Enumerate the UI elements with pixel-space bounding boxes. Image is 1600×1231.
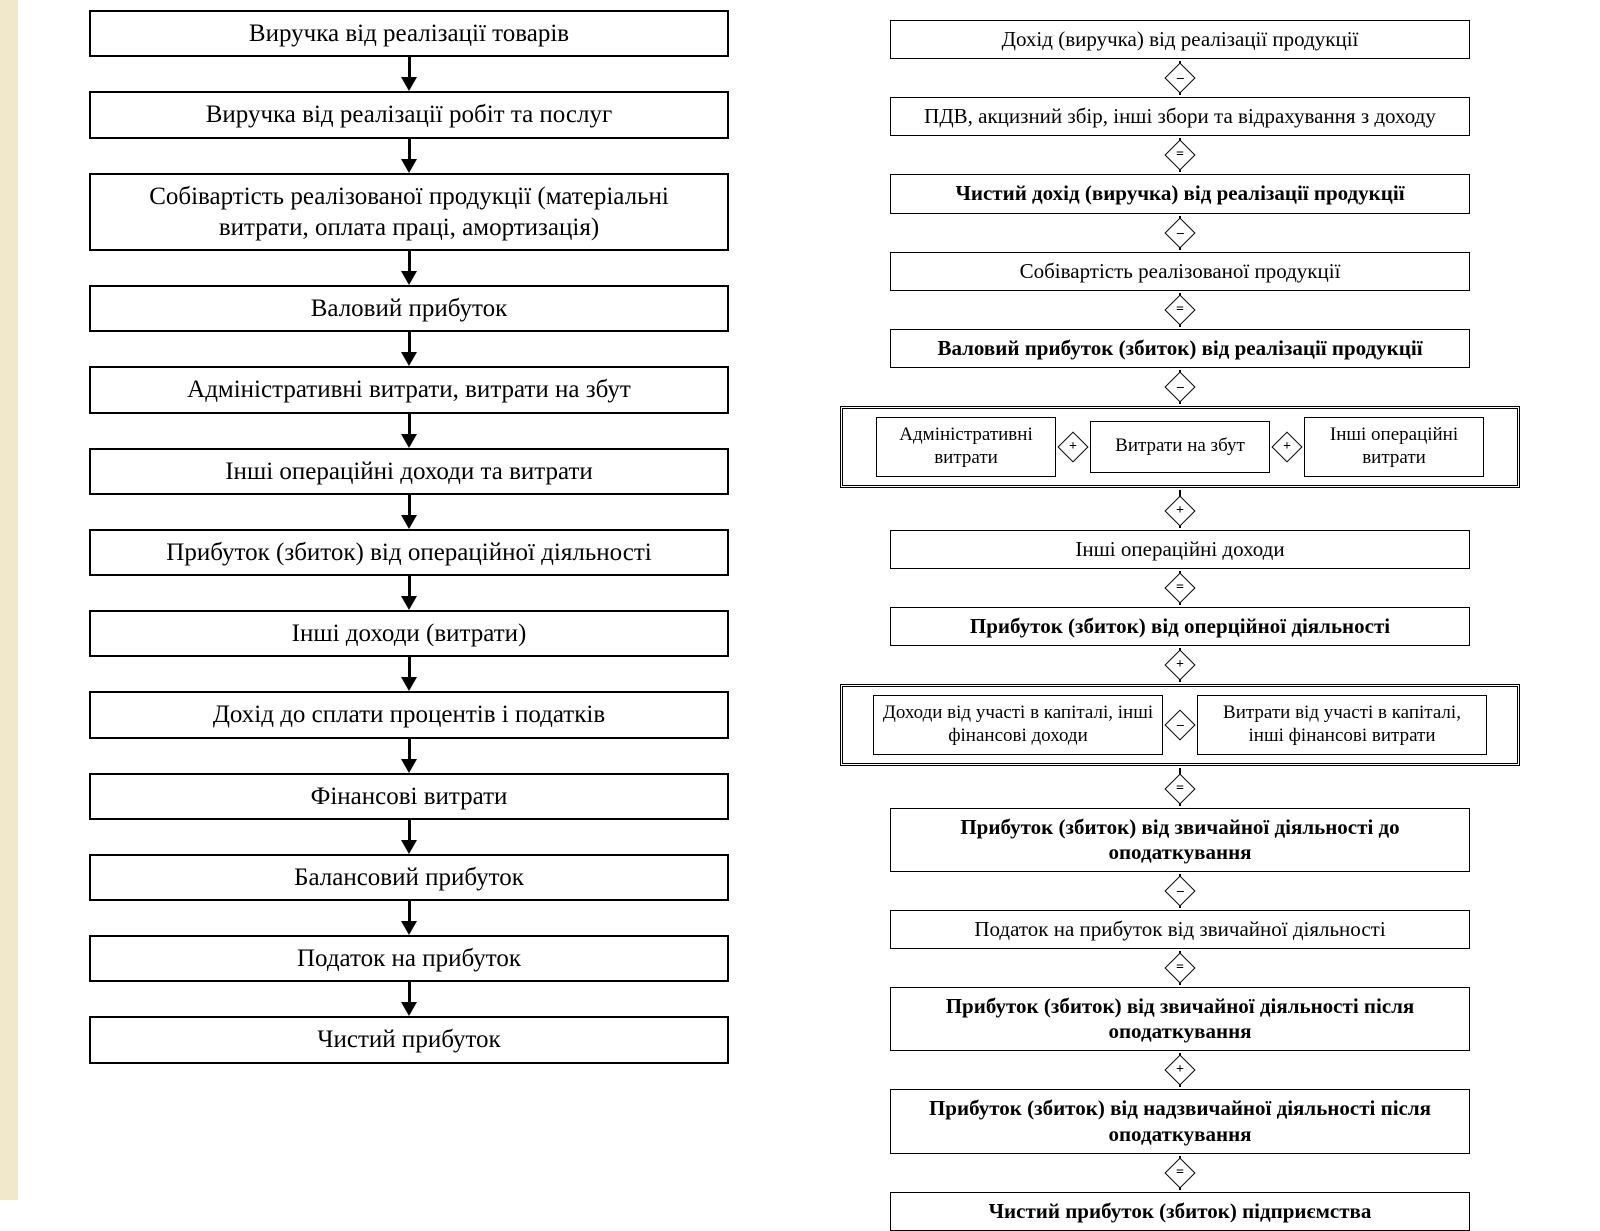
right-node: Собівартість реалізованої продукції <box>890 252 1470 291</box>
operator-minus-icon: – <box>1169 61 1191 95</box>
operator-equals-icon: = <box>1169 571 1191 605</box>
arrow-down-icon <box>401 251 417 285</box>
operator-minus-icon: – <box>1164 709 1195 740</box>
left-node: Виручка від реалізації робіт та послуг <box>89 91 729 138</box>
operator-minus-icon: – <box>1169 370 1191 404</box>
right-node: Прибуток (збиток) від надзвичайної діяль… <box>890 1089 1470 1153</box>
arrow-down-icon <box>401 57 417 91</box>
group-item: Інші операційні витрати <box>1304 417 1484 477</box>
group-item: Витрати від участі в капіталі, інші фіна… <box>1197 695 1487 755</box>
right-node: Прибуток (збиток) від оперційної діяльно… <box>890 607 1470 646</box>
left-node: Фінансові витрати <box>89 773 729 820</box>
operator-equals-icon: = <box>1169 293 1191 327</box>
left-flowchart: Виручка від реалізації товарів Виручка в… <box>0 0 780 1200</box>
left-node: Чистий прибуток <box>89 1016 729 1063</box>
left-node: Інші операційні доходи та витрати <box>89 448 729 495</box>
arrow-down-icon <box>401 739 417 773</box>
operator-equals-icon: = <box>1169 1156 1191 1190</box>
operator-minus-icon: – <box>1169 216 1191 250</box>
group-item: Адміністративні витрати <box>876 417 1056 477</box>
arrow-down-icon <box>401 576 417 610</box>
right-node: ПДВ, акцизний збір, інші збори та відрах… <box>890 97 1470 136</box>
right-node: Чистий прибуток (збиток) підприємства <box>890 1192 1470 1231</box>
arrow-down-icon <box>401 982 417 1016</box>
right-flowchart: Дохід (виручка) від реалізації продукції… <box>780 0 1600 1200</box>
right-node: Податок на прибуток від звичайної діяльн… <box>890 910 1470 949</box>
arrow-down-icon <box>401 139 417 173</box>
arrow-down-icon <box>401 495 417 529</box>
arrow-down-icon <box>401 657 417 691</box>
group-item: Витрати на збут <box>1090 421 1270 473</box>
operator-equals-icon: = <box>1169 138 1191 172</box>
left-node: Виручка від реалізації товарів <box>89 10 729 57</box>
finance-group-frame: Доходи від участі в капіталі, інші фінан… <box>840 684 1520 766</box>
right-node: Прибуток (збиток) від звичайної діяльнос… <box>890 808 1470 872</box>
arrow-down-icon <box>401 414 417 448</box>
left-node: Валовий прибуток <box>89 285 729 332</box>
operator-equals-icon: = <box>1169 768 1191 806</box>
left-node: Інші доходи (витрати) <box>89 610 729 657</box>
right-node: Дохід (виручка) від реалізації продукції <box>890 20 1470 59</box>
operator-plus-icon: + <box>1271 431 1302 462</box>
left-node: Адміністративні витрати, витрати на збут <box>89 366 729 413</box>
page: Виручка від реалізації товарів Виручка в… <box>0 0 1600 1200</box>
right-node: Інші операційні доходи <box>890 530 1470 569</box>
operator-plus-icon: + <box>1169 648 1191 682</box>
right-node: Валовий прибуток (збиток) від реалізації… <box>890 329 1470 368</box>
group-item: Доходи від участі в капіталі, інші фінан… <box>873 695 1163 755</box>
arrow-down-icon <box>401 332 417 366</box>
operator-equals-icon: = <box>1169 951 1191 985</box>
right-node: Прибуток (збиток) від звичайної діяльнос… <box>890 987 1470 1051</box>
left-node: Собівартість реалізованої продукції (мат… <box>89 173 729 252</box>
operator-minus-icon: – <box>1169 874 1191 908</box>
arrow-down-icon <box>401 901 417 935</box>
right-node: Чистий дохід (виручка) від реалізації пр… <box>890 174 1470 213</box>
operator-plus-icon: + <box>1057 431 1088 462</box>
left-node: Податок на прибуток <box>89 935 729 982</box>
left-node: Дохід до сплати процентів і податків <box>89 691 729 738</box>
left-node: Балансовий прибуток <box>89 854 729 901</box>
left-node: Прибуток (збиток) від операційної діяльн… <box>89 529 729 576</box>
arrow-down-icon <box>401 820 417 854</box>
cost-group-frame: Адміністративні витрати + Витрати на збу… <box>840 406 1520 488</box>
operator-plus-icon: + <box>1169 490 1191 528</box>
operator-plus-icon: + <box>1169 1053 1191 1087</box>
